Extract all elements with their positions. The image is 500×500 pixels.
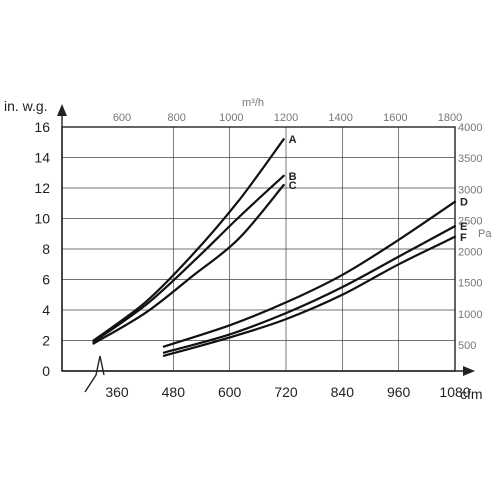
top-tick-label: 1800 <box>438 112 462 124</box>
curve-a <box>92 138 285 342</box>
y-tick-label: 4 <box>42 302 50 318</box>
curve-d <box>162 200 457 348</box>
top-axis-unit-label: m³/h <box>242 97 264 109</box>
x-tick-label: 480 <box>162 384 186 400</box>
y-tick-labels: 0 2 4 6 8 10 12 14 16 <box>34 119 50 379</box>
x-tick-label: 1080 <box>439 384 470 400</box>
top-tick-labels: 600 800 1000 1200 1400 1600 1800 <box>113 112 462 124</box>
curve-label-e: E <box>460 221 467 233</box>
x-axis-unit-label: cfm <box>460 386 483 402</box>
top-tick-label: 1600 <box>383 112 407 124</box>
y-tick-label: 6 <box>42 272 50 288</box>
top-tick-label: 1000 <box>219 112 243 124</box>
curve-labels: A BC DEF <box>289 134 468 244</box>
axis-break-icon <box>84 355 105 393</box>
curve-label-c: C <box>289 180 297 192</box>
curve-label-f: F <box>460 232 467 244</box>
x-tick-label: 720 <box>274 384 298 400</box>
x-tick-label: 960 <box>387 384 411 400</box>
curve-label-b: B <box>289 171 297 183</box>
right-axis-unit-label: Pa <box>478 228 492 240</box>
curve-b <box>92 174 285 344</box>
y-tick-label: 10 <box>34 211 50 227</box>
curve-f <box>162 235 457 357</box>
performance-curves <box>92 138 457 357</box>
y-tick-label: 12 <box>34 180 50 196</box>
right-tick-label: 500 <box>458 340 476 352</box>
x-tick-label: 360 <box>105 384 129 400</box>
top-tick-label: 1400 <box>328 112 352 124</box>
y-tick-label: 14 <box>34 150 50 166</box>
x-tick-label: 600 <box>218 384 242 400</box>
right-tick-label: 3500 <box>458 153 482 165</box>
top-tick-label: 1200 <box>274 112 298 124</box>
curve-label-d: D <box>460 197 468 209</box>
y-axis-unit-label: in. w.g. <box>4 98 48 114</box>
y-tick-label: 0 <box>42 363 50 379</box>
curve-e <box>162 225 457 354</box>
right-tick-label: 2500 <box>458 215 482 227</box>
right-tick-labels: 500 1000 1500 2000 2500 3000 3500 4000 <box>458 122 482 352</box>
y-axis-arrow-icon <box>57 104 67 116</box>
right-tick-label: 1000 <box>458 309 482 321</box>
right-tick-label: 2000 <box>458 247 482 259</box>
right-tick-label: 1500 <box>458 278 482 290</box>
x-axis-arrow-icon <box>463 366 475 376</box>
top-tick-label: 600 <box>113 112 131 124</box>
y-tick-label: 8 <box>42 241 50 257</box>
y-tick-label: 2 <box>42 333 50 349</box>
curve-c <box>92 183 285 345</box>
x-tick-label: 840 <box>331 384 355 400</box>
right-tick-label: 4000 <box>458 122 482 134</box>
grid-lines <box>62 127 455 371</box>
x-tick-labels: 360 480 600 720 840 960 1080 <box>105 384 470 400</box>
right-tick-label: 3000 <box>458 184 482 196</box>
curve-label-a: A <box>289 134 297 146</box>
y-tick-label: 16 <box>34 119 50 135</box>
top-tick-label: 800 <box>167 112 185 124</box>
